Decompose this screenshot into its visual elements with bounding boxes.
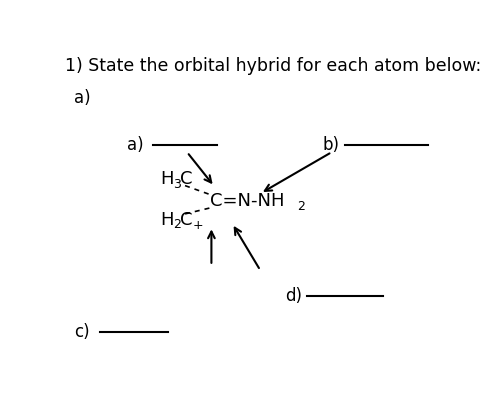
Text: a): a): [74, 89, 90, 106]
Text: C: C: [180, 170, 192, 188]
Text: H: H: [160, 170, 174, 188]
Text: a): a): [127, 136, 143, 154]
Text: 2: 2: [173, 218, 181, 231]
Text: C: C: [180, 211, 192, 229]
Text: 3: 3: [173, 177, 181, 191]
Text: 2: 2: [297, 200, 305, 213]
Text: 1) State the orbital hybrid for each atom below:: 1) State the orbital hybrid for each ato…: [65, 57, 481, 75]
Text: c): c): [74, 323, 89, 341]
Text: +: +: [192, 220, 203, 232]
Text: C=N-NH: C=N-NH: [209, 192, 284, 211]
Text: H: H: [160, 211, 174, 229]
Text: d): d): [285, 286, 302, 305]
Text: b): b): [323, 136, 340, 154]
